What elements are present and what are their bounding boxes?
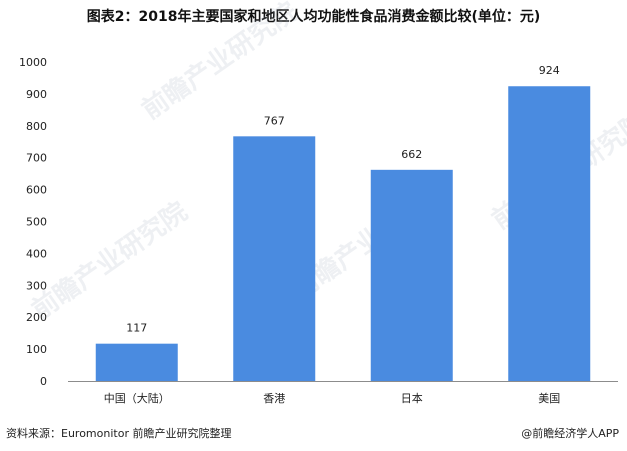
y-tick-label: 800 (26, 120, 47, 133)
y-tick-label: 300 (26, 279, 47, 292)
y-tick-label: 100 (26, 343, 47, 356)
y-tick-label: 200 (26, 311, 47, 324)
source-note: 资料来源：Euromonitor 前瞻产业研究院整理 (6, 427, 232, 440)
chart-title: 图表2：2018年主要国家和地区人均功能性食品消费金额比较(单位：元) (86, 9, 541, 25)
bar-value-label: 767 (264, 114, 285, 127)
watermark-text: 前瞻产业研究院 (26, 196, 193, 326)
y-tick-label: 0 (40, 375, 47, 388)
bars-group (95, 86, 591, 381)
bar-value-label: 924 (539, 64, 560, 77)
y-tick-label: 700 (26, 152, 47, 165)
bar (233, 136, 316, 381)
x-category-label: 中国（大陆） (104, 391, 170, 405)
bar (508, 86, 591, 381)
y-tick-label: 1000 (19, 56, 47, 69)
y-tick-label: 600 (26, 184, 47, 197)
y-tick-label: 500 (26, 216, 47, 229)
bar (370, 169, 453, 381)
bar (95, 343, 178, 381)
bar-value-label: 117 (126, 322, 147, 335)
credit-note: @前瞻经济学人APP (521, 427, 619, 440)
bar-value-label: 662 (401, 148, 422, 161)
x-category-label: 香港 (263, 392, 285, 405)
x-category-label: 日本 (401, 391, 423, 405)
x-category-label: 美国 (538, 392, 560, 405)
y-tick-label: 400 (26, 247, 47, 260)
x-axis-categories: 中国（大陆） 香港 日本 美国 (104, 391, 561, 405)
y-axis-ticks: 0 100 200 300 400 500 600 700 800 900 1000 (19, 56, 47, 388)
data-labels: 117 767 662 924 (126, 64, 560, 334)
watermark-text: 前瞻产业研究院 (136, 0, 303, 126)
y-tick-label: 900 (26, 88, 47, 101)
